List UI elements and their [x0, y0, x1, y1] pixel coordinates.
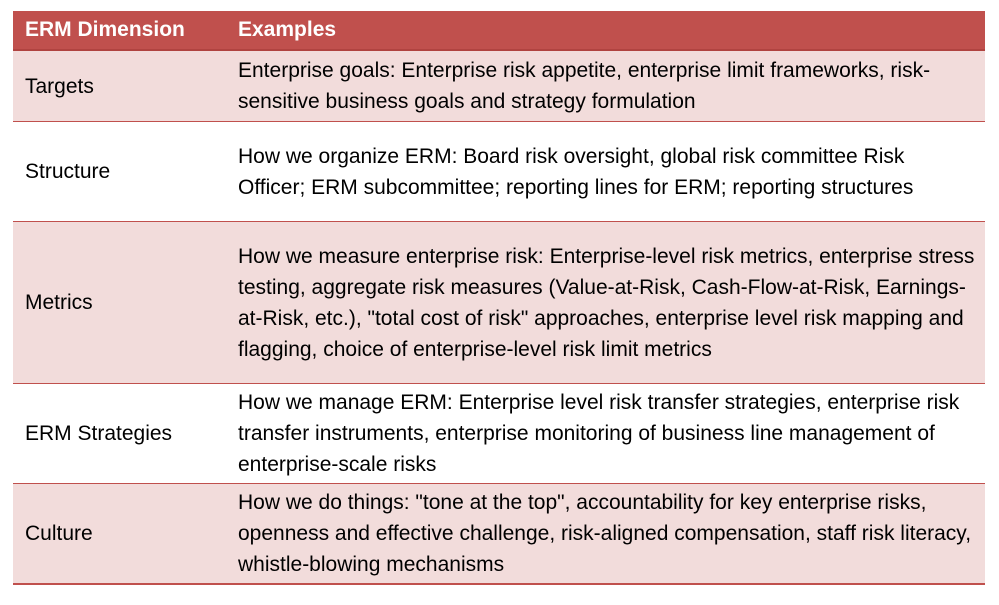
table-header: ERM Dimension Examples: [13, 11, 985, 51]
examples-cell: How we do things: "tone at the top", acc…: [226, 483, 985, 585]
examples-cell: How we measure enterprise risk: Enterpri…: [226, 221, 985, 384]
table-row: Structure How we organize ERM: Board ris…: [13, 121, 985, 222]
examples-cell: Enterprise goals: Enterprise risk appeti…: [226, 49, 985, 122]
dimension-cell: Culture: [13, 483, 226, 585]
table-row: Targets Enterprise goals: Enterprise ris…: [13, 49, 985, 122]
examples-cell: How we organize ERM: Board risk oversigh…: [226, 121, 985, 222]
erm-dimensions-table: ERM Dimension Examples Targets Enterpris…: [13, 11, 985, 585]
dimension-cell: Targets: [13, 49, 226, 122]
table-row: Metrics How we measure enterprise risk: …: [13, 221, 985, 384]
header-examples: Examples: [226, 11, 985, 51]
table-row: Culture How we do things: "tone at the t…: [13, 483, 985, 585]
dimension-cell: Metrics: [13, 221, 226, 384]
dimension-cell: ERM Strategies: [13, 383, 226, 484]
erm-table-container: ERM Dimension Examples Targets Enterpris…: [13, 11, 985, 585]
table-body: Targets Enterprise goals: Enterprise ris…: [13, 49, 985, 585]
examples-cell: How we manage ERM: Enterprise level risk…: [226, 383, 985, 484]
header-row: ERM Dimension Examples: [13, 11, 985, 51]
dimension-cell: Structure: [13, 121, 226, 222]
table-row: ERM Strategies How we manage ERM: Enterp…: [13, 383, 985, 484]
header-erm-dimension: ERM Dimension: [13, 11, 226, 51]
